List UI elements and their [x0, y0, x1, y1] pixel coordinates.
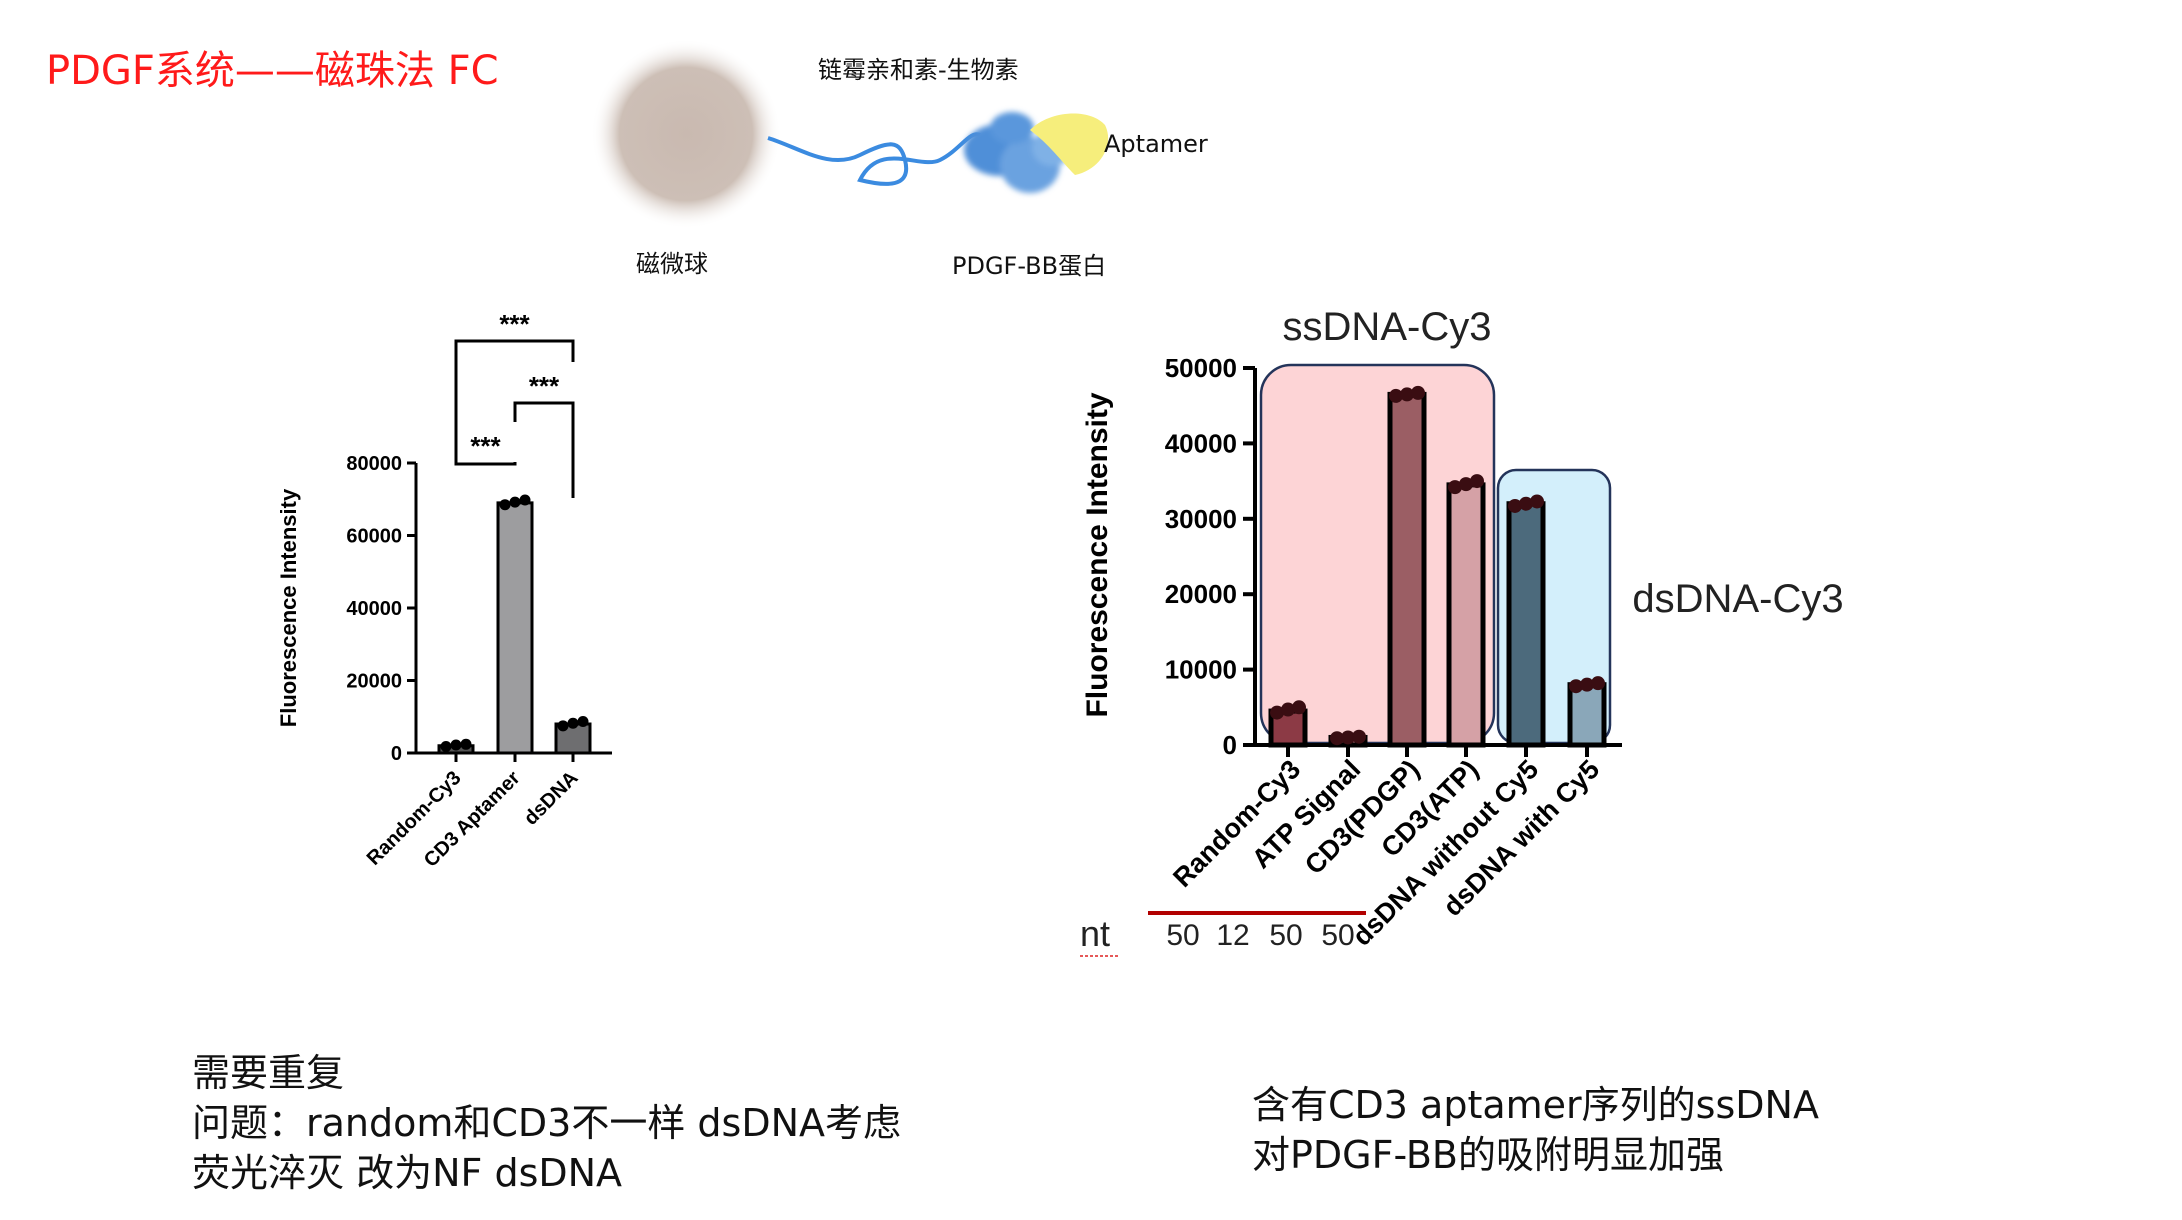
note-line-1: 需要重复: [192, 1051, 345, 1095]
streptavidin-label: 链霉亲和素-生物素: [818, 56, 1019, 84]
c1-y-tick-label: 40000: [346, 598, 402, 620]
protein-label: PDGF-BB蛋白: [952, 252, 1107, 280]
c2-y-tick-label: 30000: [1165, 504, 1237, 534]
aptamer-label: Aptamer: [1104, 130, 1208, 158]
c1-data-point: [567, 717, 579, 729]
c2-data-point: [1459, 477, 1473, 492]
c2-data-point: [1591, 676, 1605, 691]
c2-data-point: [1281, 702, 1295, 717]
c1-significance-label: ***: [499, 309, 530, 339]
c1-x-tick-label: dsDNA: [520, 767, 583, 830]
c2-data-point: [1530, 494, 1544, 509]
c1-significance-label: ***: [470, 431, 501, 461]
c2-y-tick-label: 50000: [1165, 353, 1237, 383]
c1-significance-bracket: [454, 339, 575, 420]
c1-significance-bracket: [513, 401, 575, 498]
note-right-line-1: 含有CD3 aptamer序列的ssDNA: [1252, 1083, 1819, 1127]
c2-nt-label: nt: [1080, 913, 1110, 954]
notes-right: 含有CD3 aptamer序列的ssDNA 对PDGF-BB的吸附明显加强: [1252, 1080, 1819, 1180]
c1-y-tick-label: 0: [391, 743, 402, 765]
c2-nt-value: 12: [1216, 919, 1249, 952]
c1-y-tick-label: 60000: [346, 526, 402, 548]
note-line-2: 问题：random和CD3不一样 dsDNA考虑: [192, 1101, 902, 1145]
c1-data-point: [499, 499, 511, 511]
schematic-diagram: [591, 39, 1109, 229]
c1-data-point: [519, 494, 531, 506]
note-right-line-2: 对PDGF-BB的吸附明显加强: [1252, 1133, 1724, 1177]
c1-y-axis-label: Fluorescence Intensity: [276, 488, 301, 727]
c2-data-point: [1470, 474, 1484, 489]
c2-group-label-ssdna: ssDNA-Cy3: [1283, 305, 1492, 349]
c2-bar: [1446, 482, 1486, 748]
magnetic-bead: [591, 39, 781, 229]
c2-data-point: [1292, 700, 1306, 715]
c2-data-point: [1389, 388, 1403, 403]
c2-data-point: [1270, 705, 1284, 720]
c2-nt-value: 50: [1321, 919, 1354, 952]
c2-data-point: [1352, 729, 1366, 744]
note-line-3: 荧光淬灭 改为NF dsDNA: [192, 1151, 623, 1195]
c2-bar: [1387, 391, 1427, 748]
notes-left: 需要重复 问题：random和CD3不一样 dsDNA考虑 荧光淬灭 改为NF …: [192, 1048, 901, 1198]
streptavidin-linker: [767, 132, 981, 186]
c1-y-tick-label: 80000: [346, 453, 402, 475]
c1-significance-label: ***: [529, 371, 560, 401]
c1-bar: [496, 501, 534, 755]
aptamer-shape: [1030, 113, 1109, 175]
c2-bar: [1506, 501, 1546, 748]
c2-y-tick-label: 0: [1223, 730, 1237, 760]
c2-y-tick-label: 40000: [1165, 428, 1237, 458]
c2-y-axis-label: Fluorescence Intensity: [1081, 392, 1114, 717]
c2-data-point: [1341, 730, 1355, 745]
c1-data-point: [440, 740, 452, 752]
c2-data-point: [1448, 480, 1462, 495]
c1-significance-bracket: [454, 420, 517, 466]
c2-data-point: [1400, 387, 1414, 402]
c2-nt-value: 50: [1166, 919, 1199, 952]
c2-data-point: [1569, 679, 1583, 694]
c2-data-point: [1580, 677, 1594, 692]
c2-data-point: [1508, 498, 1522, 513]
bead-label: 磁微球: [636, 250, 708, 278]
c1-data-point: [557, 720, 569, 732]
slide-title: PDGF系统——磁珠法 FC: [46, 48, 499, 94]
c2-group-label-dsdna: dsDNA-Cy3: [1632, 577, 1843, 621]
c1-data-point: [577, 715, 589, 727]
c1-data-point: [450, 739, 462, 751]
c2-bar: [1567, 682, 1607, 748]
c2-data-point: [1330, 731, 1344, 746]
c2-data-point: [1411, 385, 1425, 400]
c2-y-tick-label: 20000: [1165, 579, 1237, 609]
c1-data-point: [509, 496, 521, 508]
c2-y-tick-label: 10000: [1165, 655, 1237, 685]
c2-nt-value: 50: [1269, 919, 1302, 952]
c2-data-point: [1519, 496, 1533, 511]
c1-y-tick-label: 20000: [346, 671, 402, 693]
c1-data-point: [460, 738, 472, 750]
